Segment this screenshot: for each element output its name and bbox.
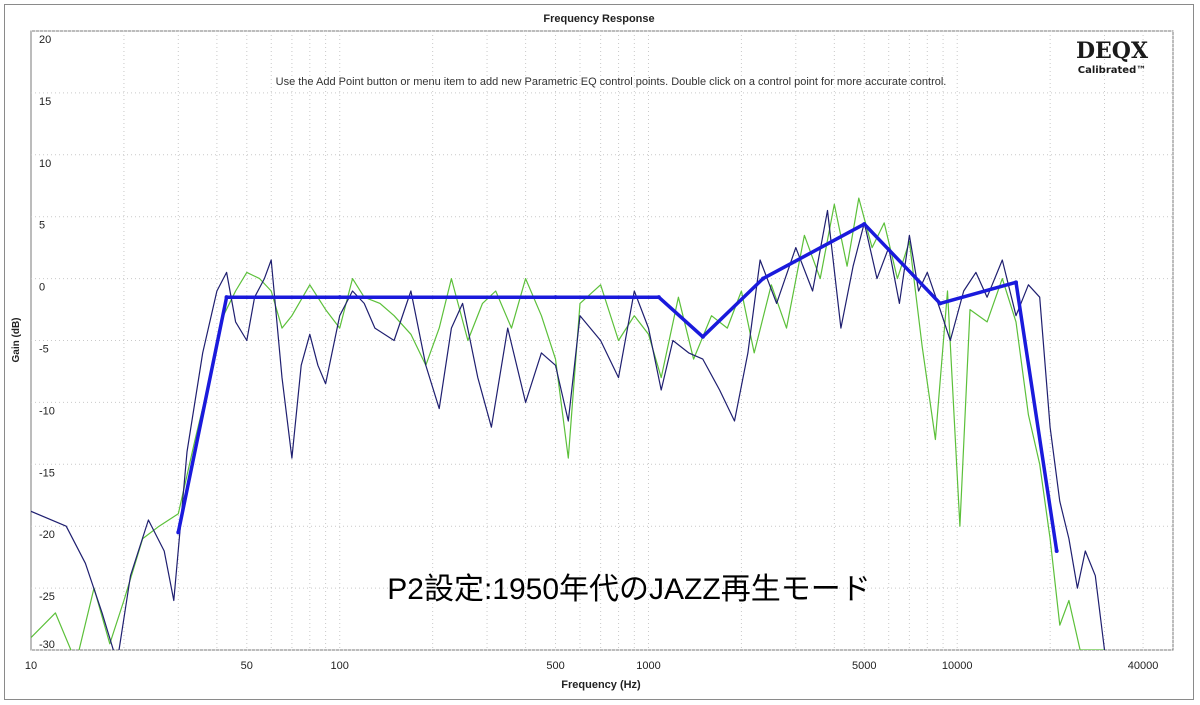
eq-control-point[interactable] (224, 295, 229, 300)
y-axis-label: Gain (dB) (11, 318, 22, 363)
x-tick-label: 50 (241, 660, 253, 672)
y-tick-label: -5 (39, 344, 49, 356)
plot-area[interactable] (30, 30, 1174, 651)
y-tick-label: 15 (39, 96, 51, 108)
y-tick-label: 0 (39, 282, 45, 294)
eq-control-point[interactable] (176, 530, 181, 535)
x-tick-label: 10000 (942, 660, 973, 672)
y-tick-label: -15 (39, 467, 55, 479)
frequency-response-chart[interactable]: 10 50 100 500 1000 5000 10000 4000020151050-5-1… (5, 5, 1193, 699)
y-tick-label: 5 (39, 220, 45, 232)
annotation-caption: P2設定:1950年代のJAZZ再生モード (387, 573, 870, 606)
logo-main-text: DEQX (1076, 38, 1149, 64)
navy-response-line (31, 209, 1106, 650)
deqx-logo: DEQX Calibrated™ (1076, 38, 1149, 76)
x-tick-label: 1000 (636, 660, 660, 672)
chart-window: 10 50 100 500 1000 5000 10000 40000 20 15 10 5 0 -5 -1… (4, 4, 1194, 700)
eq-control-point[interactable] (938, 301, 943, 306)
eq-control-point[interactable] (553, 295, 558, 300)
eq-control-point[interactable] (1013, 280, 1018, 285)
y-tick-label: -30 (39, 639, 55, 651)
x-axis-label: Frequency (Hz) (561, 679, 641, 691)
x-tick-label: 100 (331, 660, 349, 672)
eq-control-point[interactable] (1054, 548, 1059, 553)
chart-title: Frequency Response (543, 13, 654, 25)
x-tick-label: 10 (25, 660, 37, 672)
logo-sub-text: Calibrated™ (1078, 65, 1147, 76)
y-tick-label: -10 (39, 405, 55, 417)
green-response-line (31, 197, 1106, 650)
eq-control-point[interactable] (761, 276, 766, 281)
y-tick-label: 10 (39, 158, 51, 170)
x-tick-label: 500 (546, 660, 564, 672)
instruction-text: Use the Add Point button or menu item to… (276, 76, 947, 88)
series-group (31, 197, 1106, 650)
y-tick-label: -20 (39, 529, 55, 541)
x-tick-label: 40000 (1128, 660, 1159, 672)
y-tick-label: -25 (39, 591, 55, 603)
eq-control-point[interactable] (700, 334, 705, 339)
y-tick-label: 20 (39, 34, 51, 46)
tick-labels: 10 50 100 500 1000 5000 10000 4000020151050-5-1… (25, 34, 1159, 672)
eq-control-point[interactable] (337, 295, 342, 300)
x-tick-label: 5000 (852, 660, 876, 672)
eq-control-point[interactable] (656, 295, 661, 300)
eq-control-point[interactable] (862, 222, 867, 227)
